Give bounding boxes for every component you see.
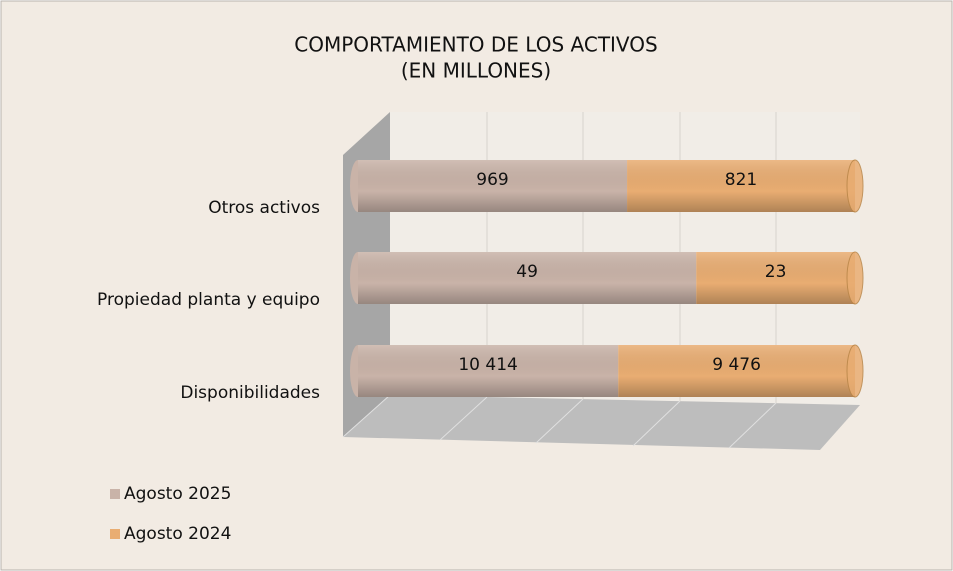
data-label: 23: [765, 262, 787, 282]
data-label: 821: [725, 170, 757, 190]
chart-subtitle: (EN MILLONES): [401, 59, 551, 83]
legend-swatch: [110, 489, 120, 499]
legend-swatch: [110, 529, 120, 539]
category-label: Otros activos: [208, 198, 320, 218]
chart-title: COMPORTAMIENTO DE LOS ACTIVOS: [294, 33, 657, 57]
bar-shade: [618, 345, 855, 397]
data-label: 10 414: [458, 355, 517, 375]
legend-label: Agosto 2025: [124, 484, 231, 504]
bar-shade: [358, 345, 619, 397]
floor-grid: [342, 394, 777, 449]
category-label: Disponibilidades: [180, 383, 320, 403]
bar-shade: [696, 252, 855, 304]
category-label: Propiedad planta y equipo: [97, 290, 320, 310]
bar-shade: [358, 252, 697, 304]
bar-shade: [358, 160, 628, 212]
bar-cap: [846, 159, 864, 213]
data-label: 969: [476, 170, 508, 190]
data-label: 49: [516, 262, 538, 282]
bar-cap: [846, 344, 864, 398]
bar-shade: [627, 160, 855, 212]
floor: [343, 395, 860, 450]
data-label: 9 476: [712, 355, 761, 375]
bar-cap: [846, 251, 864, 305]
legend-label: Agosto 2024: [124, 524, 231, 544]
